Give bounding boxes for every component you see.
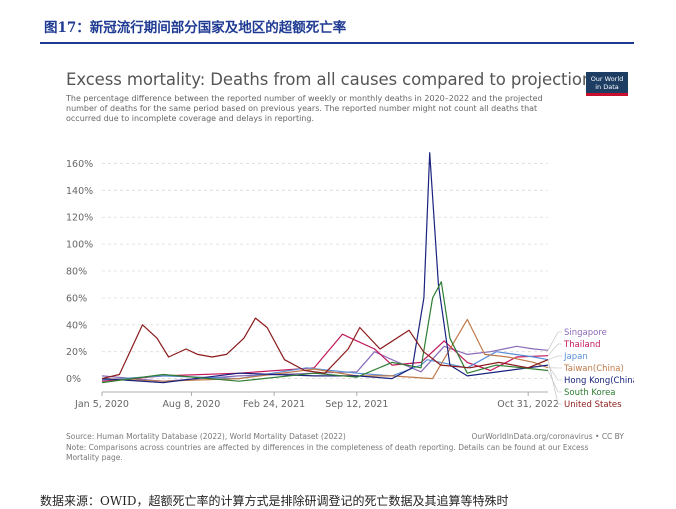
data-source-caption: 数据来源：OWID，超额死亡率的计算方式是排除研调登记的死亡数据及其追算等特殊时 xyxy=(40,492,509,509)
legend-label-singapore: Singapore xyxy=(564,328,607,338)
y-tick-label: 20% xyxy=(66,347,87,358)
legend-connector xyxy=(548,370,562,392)
legend-label-hong-kong-china-: Hong Kong(China) xyxy=(564,376,634,386)
series-line-taiwan-china- xyxy=(102,319,548,381)
figure-header: 图17：新冠流行期间部分国家及地区的超额死亡率 xyxy=(40,12,634,44)
legend: Singapore Thailand Japan Taiwan(China) Hong … xyxy=(563,328,634,410)
comparison-note: Note: Comparisons across countries are a… xyxy=(66,443,596,462)
y-tick-label: 80% xyxy=(66,267,87,278)
y-tick-label: 120% xyxy=(66,213,93,224)
figure-caption: 图17：新冠流行期间部分国家及地区的超额死亡率 xyxy=(44,16,346,36)
x-tick-label: Oct 31, 2022 xyxy=(497,399,559,410)
legend-connector xyxy=(548,356,562,360)
legend-connector xyxy=(548,360,562,404)
y-tick-label: 40% xyxy=(66,320,87,331)
legend-connector xyxy=(548,344,562,356)
x-tick-label: Sep 12, 2021 xyxy=(325,399,388,410)
line-chart: 0% 20% 40% 60% 80% 100% 120% 140% 160% Jan 5, 20… xyxy=(40,52,634,428)
legend-connector xyxy=(548,365,562,380)
x-tick-label: Jan 5, 2020 xyxy=(74,399,129,410)
y-tick-label: 160% xyxy=(66,159,93,170)
chart-card: Excess mortality: Deaths from all causes… xyxy=(40,52,634,482)
legend-label-thailand: Thailand xyxy=(563,340,601,350)
legend-label-united-states: United States xyxy=(564,400,622,410)
x-tick-label: Feb 24, 2021 xyxy=(243,399,305,410)
y-axis-ticks: 0% 20% 40% 60% 80% 100% 120% 140% 160% xyxy=(66,159,93,385)
legend-label-south-korea: South Korea xyxy=(564,388,616,398)
site-link[interactable]: OurWorldInData.org/coronavirus • CC BY xyxy=(471,432,624,441)
y-tick-label: 100% xyxy=(66,240,93,251)
source-note: Source: Human Mortality Database (2022),… xyxy=(66,432,346,441)
y-tick-label: 60% xyxy=(66,293,87,304)
x-axis: Jan 5, 2020 Aug 8, 2020 Feb 24, 2021 Sep 12… xyxy=(74,392,559,410)
legend-label-japan: Japan xyxy=(563,352,588,362)
legend-label-taiwan-china-: Taiwan(China) xyxy=(563,364,624,374)
y-tick-label: 140% xyxy=(66,186,93,197)
x-tick-label: Aug 8, 2020 xyxy=(162,399,220,410)
y-tick-label: 0% xyxy=(66,374,81,385)
